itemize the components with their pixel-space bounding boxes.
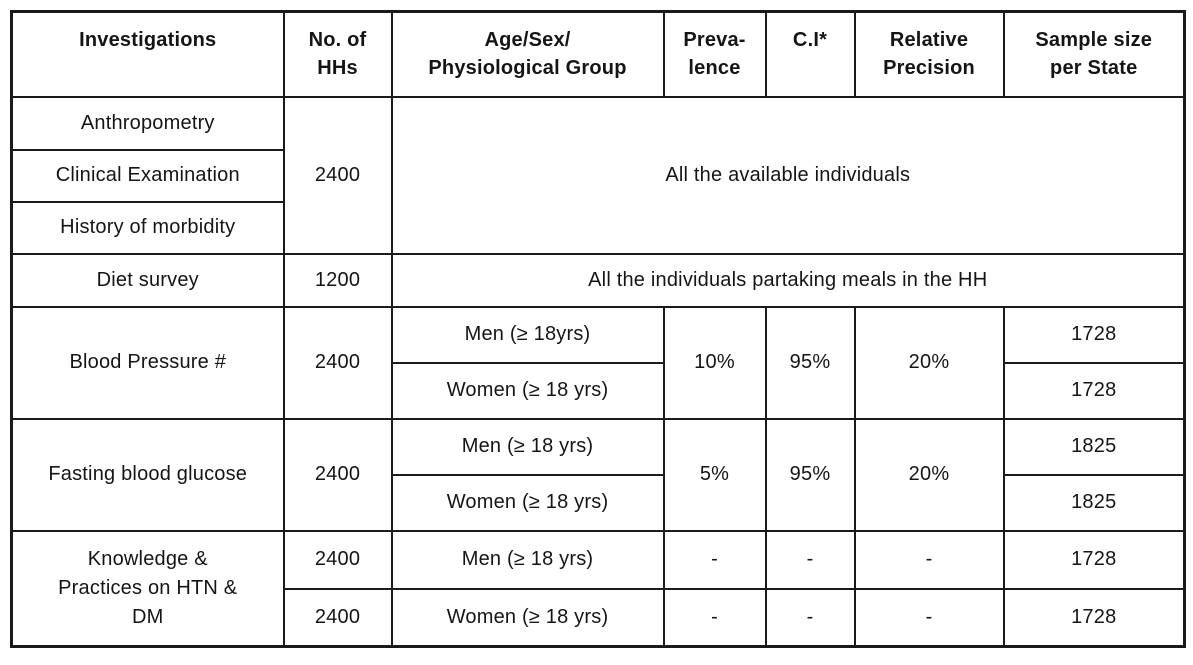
cell-anthropometry-group-hhs: 2400 — [282, 95, 393, 255]
header-age-sex-group: Age/Sex/ Physiological Group — [390, 10, 665, 98]
cell-knowledge-men-relative-precision: - — [853, 529, 1005, 590]
cell-all-available-individuals: All the available individuals — [390, 95, 1186, 255]
cell-fasting-glucose-hhs: 2400 — [282, 417, 393, 532]
cell-blood-pressure-prevalence: 10% — [662, 305, 767, 420]
cell-knowledge-men-prevalence: - — [662, 529, 767, 590]
row-clinical-examination: Clinical Examination — [10, 148, 1185, 203]
cell-blood-pressure-label: Blood Pressure # — [10, 305, 285, 420]
cell-fasting-glucose-women-group: Women (≥ 18 yrs) — [390, 473, 665, 532]
cell-fasting-glucose-sample-men: 1825 — [1002, 417, 1186, 476]
header-row: Investigations No. of HHs Age/Sex/ Physi… — [10, 10, 1186, 98]
cell-blood-pressure-relative-precision: 20% — [853, 305, 1005, 420]
header-no-of-hhs: No. of HHs — [282, 10, 393, 98]
cell-blood-pressure-sample-women: 1728 — [1002, 361, 1186, 420]
cell-knowledge-men-ci: - — [764, 529, 856, 590]
header-prevalence: Preva- lence — [662, 10, 767, 98]
row-diet-survey: Diet survey 1200 All the individuals par… — [10, 252, 1186, 308]
cell-clinical-examination-label: Clinical Examination — [10, 148, 285, 203]
row-anthropometry: Anthropometry 2400 All the available ind… — [10, 95, 1186, 255]
row-fasting-glucose-women: Women (≥ 18 yrs) 1825 — [12, 473, 1186, 532]
cell-diet-survey-label: Diet survey — [10, 252, 285, 308]
cell-knowledge-women-group: Women (≥ 18 yrs) — [390, 587, 665, 648]
row-knowledge-men: Knowledge & Practices on HTN & DM 2400 M… — [10, 529, 1186, 648]
cell-fasting-glucose-prevalence: 5% — [662, 417, 767, 532]
cell-knowledge-label: Knowledge & Practices on HTN & DM — [10, 529, 285, 648]
cell-anthropometry-label: Anthropometry — [10, 95, 285, 151]
cell-fasting-glucose-relative-precision: 20% — [853, 417, 1005, 532]
cell-history-of-morbidity-label: History of morbidity — [10, 200, 285, 255]
cell-diet-survey-hhs: 1200 — [282, 252, 393, 308]
cell-blood-pressure-women-group: Women (≥ 18 yrs) — [390, 361, 665, 420]
cell-knowledge-men-hhs: 2400 — [282, 529, 393, 590]
cell-blood-pressure-men-group: Men (≥ 18yrs) — [390, 305, 665, 364]
cell-knowledge-women-hhs: 2400 — [282, 587, 393, 648]
cell-knowledge-men-group: Men (≥ 18 yrs) — [390, 529, 665, 590]
header-ci: C.I* — [764, 10, 856, 98]
cell-knowledge-women-sample: 1728 — [1002, 587, 1186, 648]
row-blood-pressure-women: Women (≥ 18 yrs) 1728 — [12, 361, 1186, 420]
row-knowledge-women: 2400 Women (≥ 18 yrs) - - - 1728 — [12, 587, 1186, 648]
header-sample-size: Sample size per State — [1002, 10, 1186, 98]
header-relative-precision: Relative Precision — [853, 10, 1005, 98]
cell-fasting-glucose-label: Fasting blood glucose — [10, 417, 285, 532]
cell-diet-survey-group: All the individuals partaking meals in t… — [390, 252, 1186, 308]
cell-knowledge-men-sample: 1728 — [1002, 529, 1186, 590]
cell-knowledge-women-prevalence: - — [662, 587, 767, 648]
cell-fasting-glucose-ci: 95% — [764, 417, 856, 532]
cell-blood-pressure-ci: 95% — [764, 305, 856, 420]
cell-blood-pressure-sample-men: 1728 — [1002, 305, 1186, 364]
header-investigations: Investigations — [10, 10, 285, 98]
cell-fasting-glucose-sample-women: 1825 — [1002, 473, 1186, 532]
row-fasting-glucose-men: Fasting blood glucose 2400 Men (≥ 18 yrs… — [10, 417, 1186, 532]
cell-knowledge-women-ci: - — [764, 587, 856, 648]
cell-fasting-glucose-men-group: Men (≥ 18 yrs) — [390, 417, 665, 476]
row-blood-pressure-men: Blood Pressure # 2400 Men (≥ 18yrs) 10% … — [10, 305, 1186, 420]
sampling-design-table: Investigations No. of HHs Age/Sex/ Physi… — [10, 10, 1186, 648]
cell-knowledge-women-relative-precision: - — [853, 587, 1005, 648]
cell-blood-pressure-hhs: 2400 — [282, 305, 393, 420]
row-history-of-morbidity: History of morbidity — [10, 200, 1185, 255]
